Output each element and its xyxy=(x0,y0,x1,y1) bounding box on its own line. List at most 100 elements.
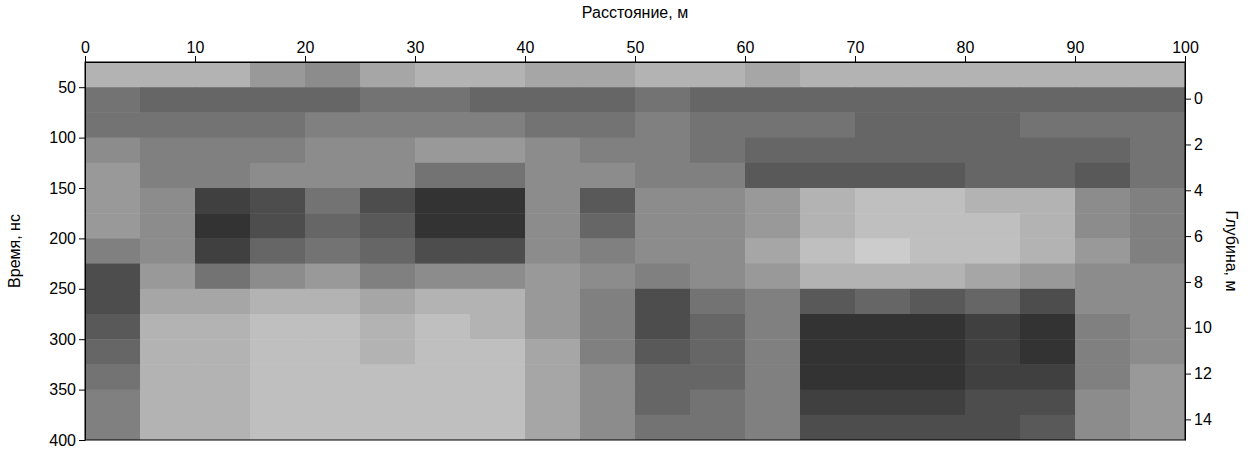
tick-label: 20 xyxy=(297,39,315,56)
cell xyxy=(910,138,966,164)
cell xyxy=(580,188,636,214)
cell xyxy=(415,415,471,440)
cell xyxy=(360,62,416,88)
cell xyxy=(250,314,306,340)
cell xyxy=(800,87,856,113)
tick-label: 0 xyxy=(81,39,90,56)
cell xyxy=(1020,213,1076,239)
cell xyxy=(85,364,141,390)
cell xyxy=(910,339,966,365)
cell xyxy=(195,163,251,189)
cell xyxy=(140,87,196,113)
cell xyxy=(690,163,746,189)
cell xyxy=(800,238,856,264)
cell xyxy=(195,138,251,164)
tick-mark xyxy=(965,56,966,62)
cell xyxy=(415,264,471,290)
cell xyxy=(745,339,801,365)
cell xyxy=(360,390,416,416)
cell xyxy=(305,314,361,340)
cell xyxy=(360,364,416,390)
cell xyxy=(195,188,251,214)
cell xyxy=(525,314,581,340)
cell xyxy=(1020,138,1076,164)
cell xyxy=(250,364,306,390)
cell xyxy=(855,415,911,440)
cell xyxy=(580,112,636,138)
cell xyxy=(470,289,526,315)
cell xyxy=(745,390,801,416)
cell xyxy=(855,364,911,390)
cell xyxy=(360,415,416,440)
cell xyxy=(965,112,1021,138)
cell xyxy=(580,238,636,264)
cell xyxy=(690,87,746,113)
cell xyxy=(745,415,801,440)
tick: 80 xyxy=(957,39,975,62)
cell xyxy=(85,188,141,214)
tick: 0 xyxy=(1185,90,1203,107)
cell xyxy=(140,138,196,164)
cell xyxy=(690,112,746,138)
cell xyxy=(250,238,306,264)
tick-mark xyxy=(79,440,85,441)
tick-mark xyxy=(1185,144,1191,145)
tick: 30 xyxy=(407,39,425,62)
cell xyxy=(470,112,526,138)
cell xyxy=(525,390,581,416)
cell xyxy=(855,390,911,416)
cell xyxy=(690,213,746,239)
cell xyxy=(800,339,856,365)
tick: 10 xyxy=(1185,319,1212,336)
cell xyxy=(195,364,251,390)
x-axis-title: Расстояние, м xyxy=(582,4,688,21)
cell xyxy=(415,188,471,214)
tick-mark xyxy=(79,339,85,340)
cell xyxy=(1075,138,1131,164)
tick-mark xyxy=(79,390,85,391)
cell xyxy=(965,213,1021,239)
cell xyxy=(415,62,471,88)
cell xyxy=(1130,415,1185,440)
cell xyxy=(635,87,691,113)
plot-area: 0102030405060708090100501001502002503003… xyxy=(49,39,1212,449)
cell xyxy=(635,238,691,264)
tick-mark xyxy=(1185,190,1191,191)
cell xyxy=(580,289,636,315)
tick-label: 50 xyxy=(627,39,645,56)
tick-mark xyxy=(1185,374,1191,375)
cell xyxy=(415,339,471,365)
cell xyxy=(85,289,141,315)
tick-mark xyxy=(79,289,85,290)
cell xyxy=(635,289,691,315)
cell xyxy=(580,264,636,290)
cell xyxy=(250,62,306,88)
tick-mark xyxy=(745,56,746,62)
cell xyxy=(745,163,801,189)
cell xyxy=(690,339,746,365)
cell xyxy=(745,364,801,390)
cell xyxy=(470,314,526,340)
cell xyxy=(470,415,526,440)
cell xyxy=(195,289,251,315)
cell xyxy=(690,62,746,88)
tick-mark xyxy=(1075,56,1076,62)
cell xyxy=(855,264,911,290)
cell xyxy=(635,415,691,440)
cell xyxy=(140,163,196,189)
cell xyxy=(910,415,966,440)
cell xyxy=(1020,112,1076,138)
cell xyxy=(250,163,306,189)
tick-label: 90 xyxy=(1067,39,1085,56)
cell xyxy=(415,390,471,416)
cell xyxy=(1075,112,1131,138)
tick-label: 100 xyxy=(1172,39,1199,56)
tick-mark xyxy=(1185,328,1191,329)
cell xyxy=(360,163,416,189)
tick: 200 xyxy=(49,230,85,247)
cell xyxy=(525,415,581,440)
cell xyxy=(85,264,141,290)
tick-label: 150 xyxy=(49,180,76,197)
cell xyxy=(195,238,251,264)
cell xyxy=(800,364,856,390)
